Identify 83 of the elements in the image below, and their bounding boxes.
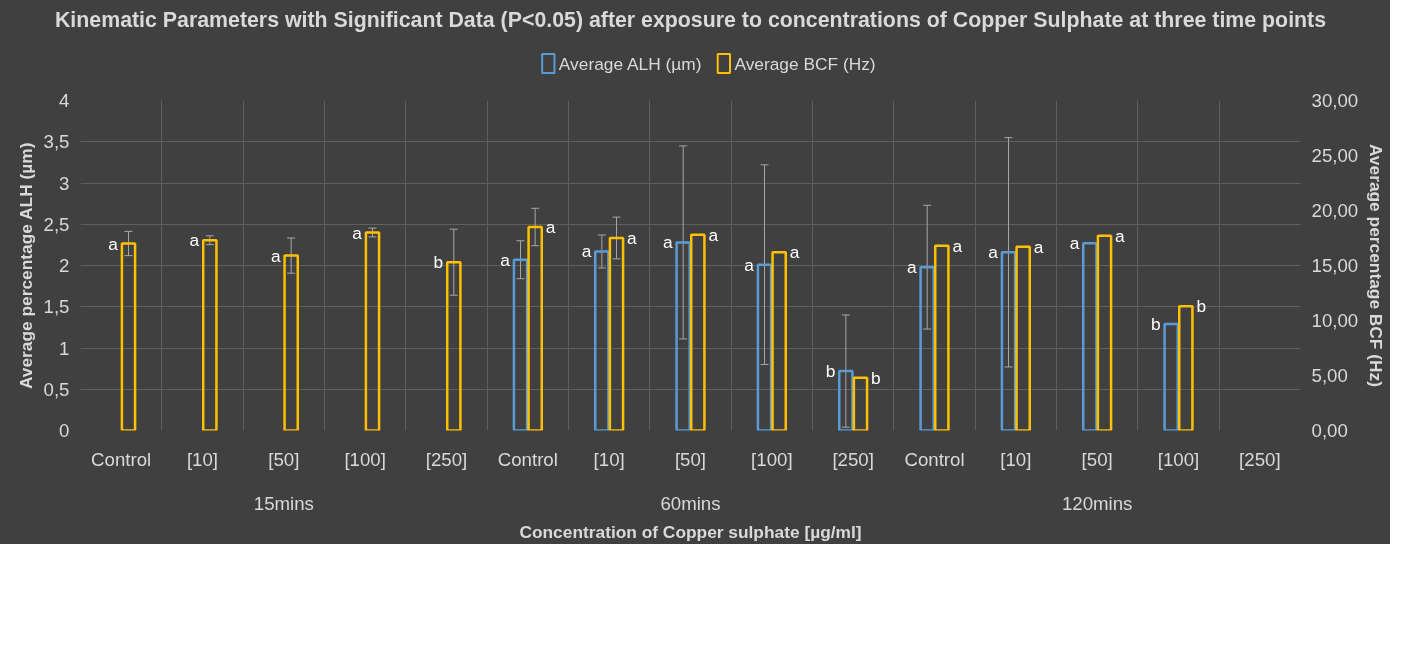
y-tick-label: 1,5	[43, 296, 70, 318]
y-tick-label: 2,5	[43, 213, 70, 235]
x-axis-title: Concentration of Copper sulphate [µg/ml]	[519, 521, 862, 542]
y-tick-label: 4	[59, 90, 70, 111]
data-label: a	[189, 230, 200, 251]
data-label: a	[545, 217, 556, 237]
y2-tick-label: 25,00	[1311, 145, 1359, 166]
y-axis-title: Average percentage ALH (µm)	[15, 142, 36, 390]
text: 60mins	[660, 492, 721, 514]
y-tick-label: 3	[59, 172, 70, 194]
y2-axis-title: Average percentage BCF (Hz)	[1366, 144, 1387, 387]
bar	[1082, 241, 1098, 431]
data-label: a	[662, 232, 673, 253]
data-label: a	[744, 254, 755, 275]
bar	[919, 265, 936, 431]
x-tick-label: [100]	[751, 448, 793, 470]
x-tick-label: [250]	[425, 448, 468, 470]
x-tick-label: [100]	[1157, 448, 1200, 470]
x-tick-label: [50]	[1081, 448, 1113, 470]
y-tick-label: 0	[59, 420, 70, 441]
bar	[675, 241, 692, 431]
data-label: b	[1150, 314, 1161, 335]
bar	[1096, 234, 1113, 431]
bar	[283, 254, 299, 431]
y-tick-label: 0,5	[43, 378, 70, 400]
legend-label: Average ALH (µm)	[558, 53, 702, 74]
bar	[1015, 245, 1031, 431]
bar	[445, 260, 462, 431]
x-tick-label: [50]	[674, 448, 707, 470]
data-label: a	[708, 224, 719, 245]
bar	[852, 376, 869, 431]
data-label: a	[1033, 236, 1044, 257]
data-label: a	[581, 241, 592, 262]
bar	[364, 231, 381, 431]
chart-title: Kinematic Parameters with Significant Data (P<0.05) after exposure to concentrations of Copper Sulphate at three time points	[54, 7, 1327, 32]
data-label: a	[988, 242, 999, 263]
data-label: a	[352, 222, 363, 243]
x-tick-label: Control	[91, 448, 152, 470]
x-tick-label: [50]	[268, 448, 300, 470]
data-label: b	[1196, 296, 1207, 317]
bar	[608, 236, 625, 431]
x-tick-label: [10]	[186, 448, 219, 470]
bar	[120, 242, 137, 431]
bar	[201, 238, 218, 431]
x-tick-label: [250]	[1239, 448, 1281, 470]
x-tick-label: [250]	[832, 448, 874, 470]
bar	[933, 244, 950, 431]
x-tick-label: Control	[904, 448, 965, 470]
data-label: b	[871, 367, 881, 388]
y-tick-label: 2	[59, 255, 70, 276]
bar	[527, 225, 543, 431]
data-label: a	[789, 242, 800, 263]
data-label: a	[952, 235, 963, 256]
bar	[689, 233, 706, 431]
legend-label: Average BCF (Hz)	[734, 53, 876, 74]
data-label: b	[433, 252, 444, 273]
text: 15mins	[253, 492, 314, 514]
y2-tick-label: 30,00	[1311, 90, 1359, 111]
data-label: a	[270, 245, 281, 266]
data-label: a	[1069, 233, 1080, 254]
y2-tick-label: 5,00	[1311, 365, 1348, 386]
y2-tick-label: 20,00	[1311, 200, 1359, 221]
bar	[838, 369, 854, 431]
bar	[594, 250, 610, 431]
y2-tick-label: 10,00	[1311, 310, 1359, 331]
bar	[1163, 322, 1180, 431]
data-label: a	[906, 257, 917, 278]
data-label: a	[108, 233, 119, 254]
data-label: a	[1115, 225, 1126, 246]
y2-tick-label: 15,00	[1311, 255, 1359, 276]
data-label: b	[825, 361, 836, 382]
bar	[771, 251, 787, 431]
data-label: a	[627, 228, 638, 248]
text: 120mins	[1061, 492, 1133, 514]
y2-tick-label: 0,00	[1311, 420, 1348, 441]
x-tick-label: [10]	[1000, 448, 1032, 470]
bar	[1177, 304, 1194, 431]
x-tick-label: [100]	[344, 448, 386, 470]
data-label: a	[500, 249, 511, 270]
x-tick-label: Control	[497, 448, 558, 470]
x-tick-label: [10]	[593, 448, 625, 470]
y-tick-label: 1	[59, 337, 70, 359]
y-tick-label: 3,5	[43, 131, 70, 153]
